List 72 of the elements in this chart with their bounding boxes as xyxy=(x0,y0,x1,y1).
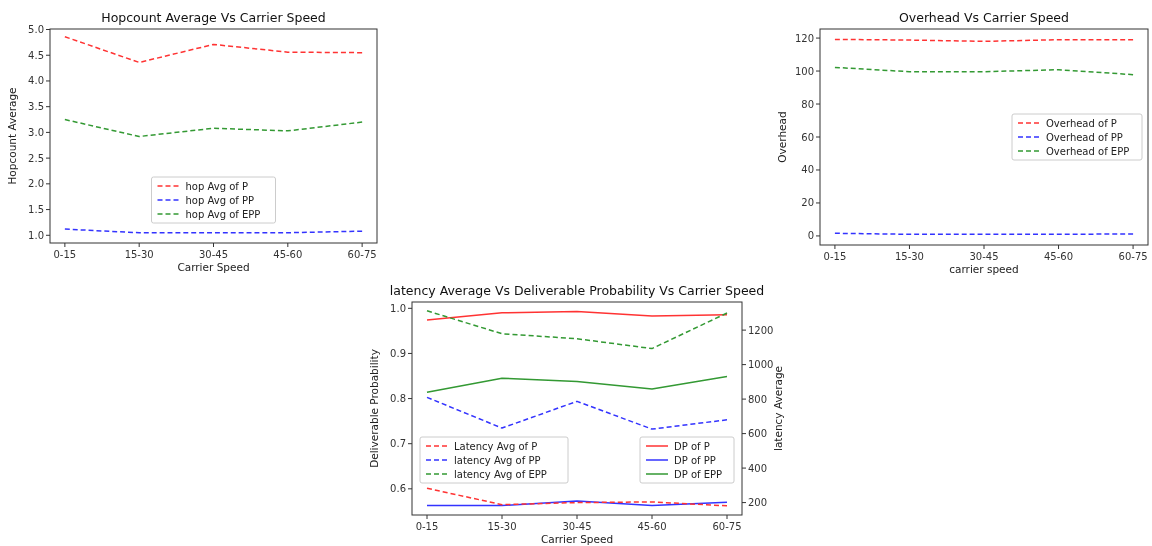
y2-tick-label: 1000 xyxy=(748,359,774,371)
y2-tick-label: 600 xyxy=(748,428,768,440)
legend-label: DP of EPP xyxy=(674,469,723,480)
y-axis-title: Hopcount Average xyxy=(6,87,18,185)
x-tick-label: 30-45 xyxy=(562,521,592,532)
x-axis-title: Carrier Speed xyxy=(177,261,250,273)
y-tick-label: 20 xyxy=(801,197,814,209)
y-tick-label: 2.0 xyxy=(28,178,44,190)
line-series xyxy=(64,118,363,138)
y-tick-label: 1.0 xyxy=(28,229,44,241)
y-tick-label: 0.6 xyxy=(390,483,406,495)
y-tick-label: 4.5 xyxy=(28,49,44,61)
legend-label: DP of PP xyxy=(674,455,716,466)
x-tick-label: 60-75 xyxy=(347,249,377,260)
y-tick-label: 3.5 xyxy=(28,101,44,113)
y-tick-label: 100 xyxy=(794,65,814,77)
x-tick-label: 15-30 xyxy=(894,251,924,262)
y-tick-label: 0.8 xyxy=(390,393,406,405)
line-series xyxy=(426,310,728,321)
y-tick-label: 3.0 xyxy=(28,126,44,138)
x-tick-label: 45-60 xyxy=(1044,251,1074,262)
y-tick-label: 0 xyxy=(807,230,814,242)
x-tick-label: 15-30 xyxy=(487,521,517,532)
line-series xyxy=(426,375,728,393)
x-tick-label: 60-75 xyxy=(712,521,742,532)
x-tick-label: 45-60 xyxy=(637,521,667,532)
legend-label: hop Avg of PP xyxy=(185,195,255,206)
y-tick-label: 80 xyxy=(801,98,814,110)
y-tick-label: 0.9 xyxy=(390,347,406,359)
y-tick-label: 1.0 xyxy=(390,302,406,314)
y2-tick-label: 1200 xyxy=(748,324,774,336)
line-series xyxy=(426,396,728,430)
x-tick-label: 0-15 xyxy=(415,521,439,532)
y-tick-label: 1.5 xyxy=(28,204,44,216)
x-tick-label: 0-15 xyxy=(53,249,77,260)
x-axis-title: carrier speed xyxy=(949,263,1019,275)
y2-tick-label: 400 xyxy=(748,462,768,474)
line-series xyxy=(834,66,1134,76)
legend-label: latency Avg of EPP xyxy=(454,469,547,480)
y-tick-label: 40 xyxy=(801,164,814,176)
legend-label: hop Avg of P xyxy=(185,181,249,192)
y-tick-label: 0.7 xyxy=(390,438,406,450)
x-tick-label: 0-15 xyxy=(823,251,847,262)
legend-label: Overhead of P xyxy=(1046,118,1117,129)
line-series xyxy=(426,487,728,507)
line-series xyxy=(64,35,363,64)
x-tick-label: 30-45 xyxy=(198,249,229,260)
y-tick-label: 60 xyxy=(801,131,814,143)
y-axis-title: Deliverable Probability xyxy=(368,349,380,468)
y2-axis-title: latency Average xyxy=(772,365,784,452)
y-tick-label: 2.5 xyxy=(28,152,44,164)
x-tick-label: 45-60 xyxy=(273,249,303,260)
y-tick-label: 4.0 xyxy=(28,75,44,87)
chart-title: latency Average Vs Deliverable Probability Vs Carrier Speed xyxy=(389,283,765,298)
legend-label: Overhead of PP xyxy=(1046,132,1123,143)
y-tick-label: 5.0 xyxy=(28,24,44,36)
legend-label: latency Avg of PP xyxy=(454,455,541,466)
x-axis-title: Carrier Speed xyxy=(540,533,614,545)
chart-title: Overhead Vs Carrier Speed xyxy=(899,10,1069,25)
legend-label: hop Avg of EPP xyxy=(185,209,261,220)
y-axis-title: Overhead xyxy=(776,111,788,163)
legend-label: Latency Avg of P xyxy=(454,441,538,452)
chart-title: Hopcount Average Vs Carrier Speed xyxy=(101,10,326,25)
x-tick-label: 60-75 xyxy=(1118,251,1148,262)
line-series xyxy=(426,310,728,350)
y2-tick-label: 800 xyxy=(748,393,768,405)
x-tick-label: 30-45 xyxy=(969,251,999,262)
x-tick-label: 15-30 xyxy=(124,249,154,260)
y-tick-label: 120 xyxy=(794,32,814,44)
legend-label: DP of P xyxy=(674,441,710,452)
y2-tick-label: 200 xyxy=(748,497,768,509)
legend-label: Overhead of EPP xyxy=(1046,146,1130,157)
